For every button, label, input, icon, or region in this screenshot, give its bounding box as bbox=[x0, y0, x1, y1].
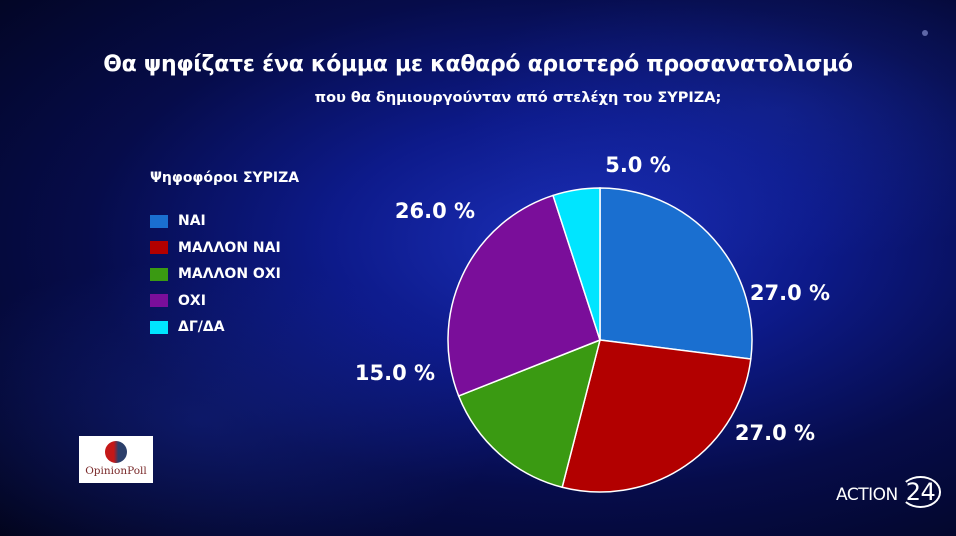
legend-swatch bbox=[150, 214, 168, 228]
legend-item: ΔΓ/ΔΑ bbox=[150, 314, 281, 341]
chart-subtitle: που θα δημιουργούνταν από στελέχη του ΣΥ… bbox=[314, 90, 722, 106]
logo-text: OpinionPoll bbox=[85, 465, 147, 477]
pie-slice bbox=[561, 339, 752, 493]
legend-label: ΜΑΛΛΟΝ ΟΧΙ bbox=[178, 266, 281, 283]
legend-item: ΜΑΛΛΟΝ ΟΧΙ bbox=[150, 261, 281, 288]
legend-swatch bbox=[150, 241, 168, 255]
legend-title: Ψηφοφόροι ΣΥΡΙΖΑ bbox=[150, 170, 300, 186]
legend-swatch bbox=[150, 320, 168, 334]
legend-item: ΟΧΙ bbox=[150, 288, 281, 315]
channel-name: ACTION bbox=[836, 485, 898, 505]
pie-slice bbox=[457, 338, 602, 489]
data-label: 27.0 % bbox=[735, 421, 815, 445]
legend-label: ΝΑΙ bbox=[178, 213, 206, 230]
pie-slice bbox=[552, 187, 601, 341]
logo-circle-icon bbox=[105, 441, 127, 463]
data-label: 5.0 % bbox=[605, 153, 671, 177]
legend-label: ΔΓ/ΔΑ bbox=[178, 319, 225, 336]
legend-swatch bbox=[150, 267, 168, 281]
legend-swatch bbox=[150, 294, 168, 308]
opinionpoll-logo: OpinionPoll bbox=[79, 436, 153, 483]
data-label: 15.0 % bbox=[355, 361, 435, 385]
legend-item: ΝΑΙ bbox=[150, 208, 281, 235]
legend: ΝΑΙ ΜΑΛΛΟΝ ΝΑΙ ΜΑΛΛΟΝ ΟΧΙ ΟΧΙ ΔΓ/ΔΑ bbox=[150, 208, 281, 341]
action24-logo: ACTION 24 bbox=[836, 476, 942, 508]
channel-number: 24 bbox=[899, 476, 942, 508]
legend-item: ΜΑΛΛΟΝ ΝΑΙ bbox=[150, 235, 281, 262]
chart-title: Θα ψηφίζατε ένα κόμμα με καθαρό αριστερό… bbox=[103, 52, 853, 77]
data-label: 27.0 % bbox=[750, 281, 830, 305]
pie-slice bbox=[599, 187, 753, 360]
data-label: 26.0 % bbox=[395, 199, 475, 223]
corner-dot bbox=[922, 30, 928, 36]
legend-label: ΜΑΛΛΟΝ ΝΑΙ bbox=[178, 239, 281, 256]
pie-slice bbox=[447, 194, 601, 397]
legend-label: ΟΧΙ bbox=[178, 292, 206, 309]
